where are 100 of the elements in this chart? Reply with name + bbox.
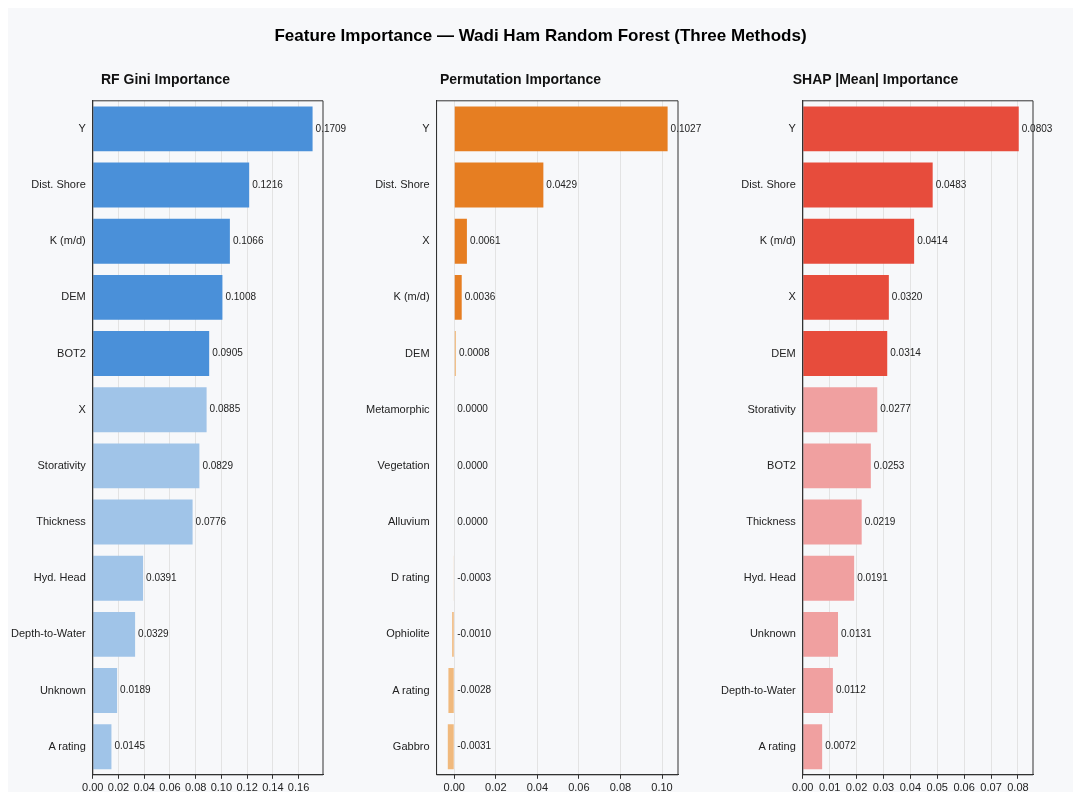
- data-label: 0.0219: [864, 515, 896, 527]
- x-tick-label: 0.01: [818, 781, 841, 794]
- y-tick-label: K (m/d): [393, 290, 430, 303]
- x-tick-label: 0.02: [107, 781, 130, 794]
- x-tick-label: 0.03: [872, 781, 895, 794]
- y-tick-label: Hyd. Head: [743, 571, 796, 584]
- data-label: -0.0010: [457, 628, 492, 640]
- y-tick-label: Thickness: [746, 515, 797, 528]
- x-tick-label: 0.04: [899, 781, 922, 794]
- y-tick-label: Dist. Shore: [741, 178, 796, 191]
- bar: [93, 499, 193, 545]
- bar: [93, 106, 313, 152]
- data-label: 0.0905: [212, 347, 244, 359]
- y-tick-label: X: [422, 234, 431, 247]
- y-tick-label: K (m/d): [759, 234, 796, 247]
- y-tick-label: DEM: [771, 346, 796, 359]
- y-tick-label: X: [78, 402, 87, 415]
- bar: [93, 218, 230, 264]
- bar: [454, 218, 467, 264]
- data-label: 0.0000: [457, 515, 489, 527]
- data-label: 0.0829: [202, 459, 234, 471]
- x-tick-label: 0.02: [845, 781, 868, 794]
- data-label: -0.0003: [457, 571, 492, 583]
- y-tick-label: Metamorphic: [366, 402, 431, 415]
- data-label: -0.0031: [457, 740, 492, 752]
- x-tick-label: 0.08: [609, 781, 632, 794]
- chart-title: Permutation Importance: [439, 71, 602, 88]
- x-tick-label: 0.08: [184, 781, 207, 794]
- data-label: 0.1216: [252, 178, 284, 190]
- y-tick-label: Depth-to-Water: [720, 683, 797, 696]
- data-label: 0.0072: [825, 740, 857, 752]
- y-tick-label: Vegetation: [377, 458, 430, 471]
- y-tick-label: A rating: [48, 739, 86, 752]
- data-label: 0.1709: [315, 122, 347, 134]
- y-tick-label: DEM: [405, 346, 430, 359]
- bar: [93, 331, 210, 377]
- y-tick-label: Y: [422, 121, 431, 134]
- x-tick-label: 0.10: [651, 781, 673, 794]
- x-tick-label: 0.16: [287, 781, 310, 794]
- x-tick-label: 0.04: [133, 781, 155, 794]
- bar: [454, 162, 544, 208]
- data-label: 0.1027: [670, 122, 702, 134]
- y-tick-label: Storativity: [747, 402, 797, 415]
- y-tick-label: Storativity: [37, 458, 87, 471]
- bar: [803, 106, 1019, 152]
- bar: [454, 274, 462, 320]
- x-tick-label: 0.00: [443, 781, 465, 794]
- y-tick-label: Gabbro: [392, 739, 430, 752]
- bar: [803, 611, 839, 657]
- chart-title: SHAP |Mean| Importance: [792, 71, 959, 88]
- x-tick-label: 0.04: [526, 781, 549, 794]
- data-label: 0.0320: [891, 291, 923, 303]
- x-tick-label: 0.05: [926, 781, 948, 794]
- data-label: 0.0483: [935, 178, 967, 190]
- y-tick-label: Y: [78, 121, 87, 134]
- bar: [803, 387, 878, 433]
- data-label: 0.0112: [835, 684, 867, 696]
- bar: [93, 162, 250, 208]
- bar: [93, 724, 112, 770]
- data-label: 0.0000: [457, 459, 489, 471]
- data-label: 0.1008: [225, 291, 257, 303]
- x-tick-label: 0.07: [980, 781, 1002, 794]
- bar: [803, 443, 871, 489]
- y-tick-label: BOT2: [57, 346, 86, 359]
- y-tick-label: Hyd. Head: [33, 571, 86, 584]
- y-tick-label: Ophiolite: [386, 627, 430, 640]
- bar: [803, 274, 889, 320]
- y-tick-label: DEM: [61, 290, 86, 303]
- data-label: 0.0036: [464, 291, 496, 303]
- bar: [93, 443, 200, 489]
- data-label: 0.0131: [841, 628, 873, 640]
- data-label: 0.0000: [457, 403, 489, 415]
- x-tick-label: 0.06: [953, 781, 975, 794]
- y-tick-label: Unknown: [39, 683, 86, 696]
- bar: [93, 668, 118, 714]
- data-label: 0.0191: [857, 571, 889, 583]
- bar: [803, 668, 833, 714]
- bar: [447, 724, 454, 770]
- x-tick-label: 0.00: [82, 781, 104, 794]
- y-tick-label: Depth-to-Water: [10, 627, 87, 640]
- bar: [93, 555, 144, 601]
- data-label: 0.0314: [890, 347, 922, 359]
- x-tick-label: 0.08: [1007, 781, 1029, 794]
- bar: [93, 274, 223, 320]
- data-label: 0.0008: [458, 347, 490, 359]
- data-label: -0.0028: [457, 684, 492, 696]
- data-label: 0.0145: [114, 740, 146, 752]
- y-tick-label: D rating: [391, 571, 430, 584]
- x-tick-label: 0.12: [236, 781, 258, 794]
- data-label: 0.0277: [880, 403, 912, 415]
- data-label: 0.0329: [138, 628, 170, 640]
- data-label: 0.0429: [546, 178, 578, 190]
- data-label: 0.0189: [120, 684, 152, 696]
- y-tick-label: K (m/d): [49, 234, 86, 247]
- bar: [803, 331, 888, 377]
- chart-title: RF Gini Importance: [100, 71, 231, 88]
- y-tick-label: X: [788, 290, 797, 303]
- y-tick-label: Alluvium: [388, 515, 430, 528]
- bar: [803, 724, 823, 770]
- bar: [93, 611, 136, 657]
